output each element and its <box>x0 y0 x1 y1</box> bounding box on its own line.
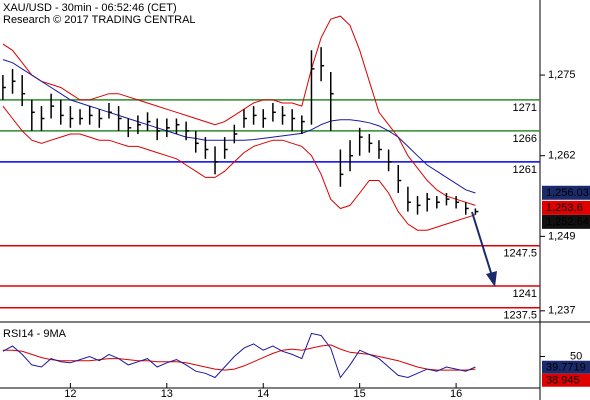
indicator-tag <box>542 360 590 374</box>
price-tag <box>542 200 590 215</box>
y-tick-label: 1,249 <box>548 230 576 242</box>
x-tick-label: 12 <box>64 388 76 400</box>
level-label: 1241 <box>513 288 537 300</box>
arrow-shaft <box>471 211 493 277</box>
indicator-y-tick-label: 50 <box>570 350 582 362</box>
lower-band <box>2 105 476 231</box>
level-label: 1237.5 <box>503 310 537 322</box>
level-label: 1266 <box>513 133 537 145</box>
x-tick-label: 14 <box>257 388 269 400</box>
moving-average <box>2 59 476 194</box>
y-tick-label: 1,237 <box>548 305 576 317</box>
upper-band <box>2 15 476 206</box>
indicator-title: RSI14 - 9MA <box>3 328 67 340</box>
y-tick-label: 1,275 <box>548 69 576 81</box>
indicator-tag-label: 39.7719 <box>546 362 586 374</box>
level-label: 1247.5 <box>503 248 537 260</box>
x-tick-label: 15 <box>354 388 366 400</box>
indicator-tag-label: 38.945 <box>546 375 580 387</box>
price-tag <box>542 185 590 200</box>
indicator-signal <box>2 344 476 371</box>
price-tag-label: 1,253.6 <box>546 202 583 214</box>
chart-title: XAU/USD - 30min - 06:52:46 (CET) <box>3 2 177 14</box>
level-label: 1261 <box>513 164 537 176</box>
indicator-tag <box>542 373 590 387</box>
x-tick-label: 13 <box>161 388 173 400</box>
price-tag-label: 1,256.03 <box>546 187 589 199</box>
y-tick-label: 1,262 <box>548 150 576 162</box>
arrow-head <box>486 271 497 287</box>
forecast-arrow <box>471 211 497 287</box>
price-tag <box>542 214 590 229</box>
indicator-rsi <box>2 332 476 379</box>
price-tag-label: 1,252.64 <box>546 216 589 228</box>
chart-subtitle: Research © 2017 TRADING CENTRAL <box>3 14 196 26</box>
x-tick-label: 16 <box>450 388 462 400</box>
level-label: 1271 <box>513 102 537 114</box>
